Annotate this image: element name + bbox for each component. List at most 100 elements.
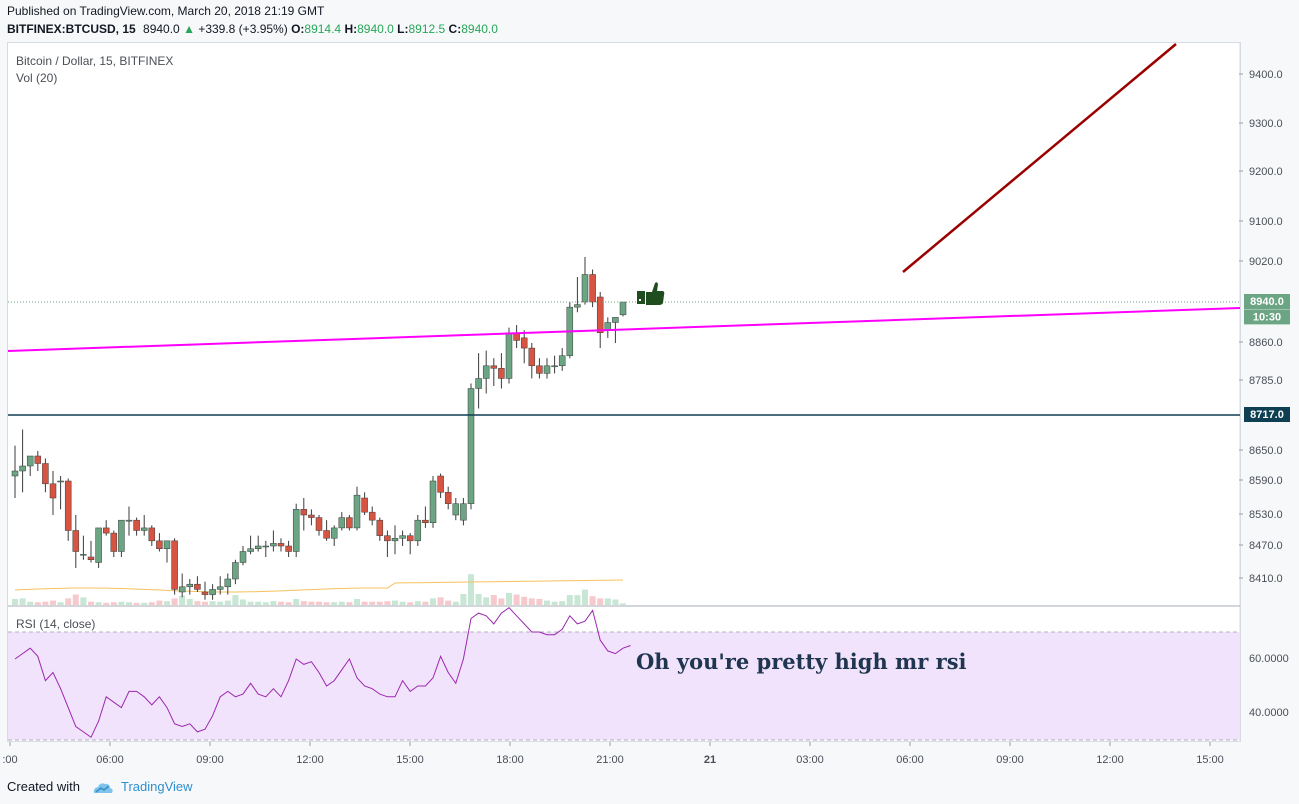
price-tick-label: 8860.0 [1249, 337, 1283, 349]
candle-body [391, 538, 399, 542]
volume-bar [300, 601, 307, 605]
price-label-text: 8717.0 [1250, 409, 1284, 421]
volume-bar [72, 594, 79, 605]
volume-bar [103, 602, 110, 605]
arrow-line[interactable] [902, 43, 1177, 273]
volume-bar [27, 601, 34, 605]
trend-line[interactable] [8, 307, 1240, 352]
volume-bar [179, 595, 186, 605]
candle-body [209, 589, 216, 595]
candle-body [80, 554, 87, 556]
volume-bar [346, 602, 353, 605]
price-tick-label: 8530.0 [1249, 509, 1283, 521]
chart-svg[interactable]: Bitcoin / Dollar, 15, BITFINEX Vol (20) … [8, 43, 1240, 741]
price-tick-label: 8650.0 [1249, 445, 1283, 457]
candle-body [171, 540, 178, 590]
volume-bar [430, 598, 436, 605]
candle-body [156, 540, 163, 550]
time-tick-label: :00 [2, 754, 17, 766]
candle-body [399, 535, 406, 539]
price-label-box [1244, 309, 1290, 325]
volume-bar [323, 602, 330, 605]
candle-body [482, 365, 490, 379]
time-tick-label: 18:00 [496, 754, 524, 766]
volume-bar [582, 589, 588, 605]
volume-bar [376, 601, 383, 605]
price-axis: 9400.0 9300.0 9200.0 9100.0 9020.0 8860.0 8785… [1239, 69, 1283, 585]
candle-body [19, 465, 26, 472]
chart-panel[interactable]: Bitcoin / Dollar, 15, BITFINEX Vol (20) … [7, 42, 1241, 742]
candle-body [558, 355, 566, 367]
candle-body [429, 480, 437, 523]
volume-bar [308, 601, 315, 605]
time-tick-label: 06:00 [96, 754, 124, 766]
volume-bar [50, 600, 56, 605]
volume-bar [224, 600, 231, 605]
thumbs-up-icon[interactable] [637, 282, 665, 305]
volume-bar [498, 598, 505, 605]
candle-body [186, 583, 194, 588]
price-tick-label: 9400.0 [1249, 69, 1283, 81]
candles [11, 257, 627, 600]
volume-bar [293, 598, 300, 605]
volume-bar [475, 594, 482, 605]
candle-body [596, 296, 604, 333]
volume-bar [544, 600, 550, 605]
tradingview-logo-icon[interactable] [92, 781, 114, 795]
volume-bar [392, 600, 398, 605]
rsi-legend: RSI (14, close) [16, 617, 95, 631]
volume-bar [612, 599, 619, 605]
volume-bar [88, 601, 94, 605]
volume-bar [399, 601, 406, 605]
low-label: L: [397, 22, 409, 36]
volume-bar [521, 596, 528, 605]
price-tick-label: 8410.0 [1249, 573, 1283, 585]
candle-body [292, 509, 300, 552]
volume-bar [566, 595, 573, 605]
volume-bar [604, 598, 611, 605]
rsi-band [8, 632, 1240, 740]
rsi-tick-label: 40.0000 [1249, 707, 1289, 719]
last-price: 8940.0 [143, 22, 180, 36]
volume-bar [19, 598, 26, 605]
candle-body [308, 514, 315, 518]
volume-bar [407, 602, 414, 605]
candle-body [361, 497, 368, 513]
volume-bar [460, 594, 467, 605]
volume-bar [156, 600, 163, 605]
candle-body [581, 274, 589, 303]
candle-body [384, 535, 391, 542]
close-label: C: [448, 22, 462, 36]
volume-bar [331, 602, 338, 605]
tradingview-brand[interactable]: TradingView [121, 779, 193, 794]
volume-bar [338, 601, 345, 605]
volume-bar [285, 602, 292, 605]
rsi-annotation[interactable]: Oh you're pretty high mr rsi [636, 649, 967, 674]
volume-bar [133, 602, 140, 605]
candle-body [543, 365, 551, 374]
volume-bar [80, 597, 87, 605]
volume-bar [209, 601, 216, 605]
footer: Created with TradingView [7, 779, 193, 795]
volume-legend: Vol (20) [16, 71, 57, 85]
time-tick-label: 03:00 [796, 754, 824, 766]
candle-body [87, 556, 95, 560]
volume-bar [126, 602, 132, 605]
volume-bar [422, 601, 429, 605]
candle-body [619, 301, 627, 316]
time-axis: :00 06:00 09:00 12:00 15:00 18:00 21:00 21 03:00… [2, 742, 1224, 766]
candle-body [110, 532, 118, 552]
volume-bar [202, 601, 208, 605]
volume-bar [65, 598, 72, 605]
volume-bar [452, 601, 459, 605]
ohlc-line: BITFINEX:BTCUSD, 15 8940.0 ▲ +339.8 (+3.… [7, 22, 498, 36]
candle-body [498, 368, 505, 379]
candle-body [148, 527, 156, 542]
candle-body [406, 535, 414, 542]
candle-body [102, 527, 110, 534]
volume-bar [148, 602, 155, 605]
time-tick-label: 12:00 [1096, 754, 1124, 766]
time-tick-label: 21:00 [596, 754, 624, 766]
price-label-box [1244, 407, 1290, 422]
candle-body [49, 483, 57, 499]
